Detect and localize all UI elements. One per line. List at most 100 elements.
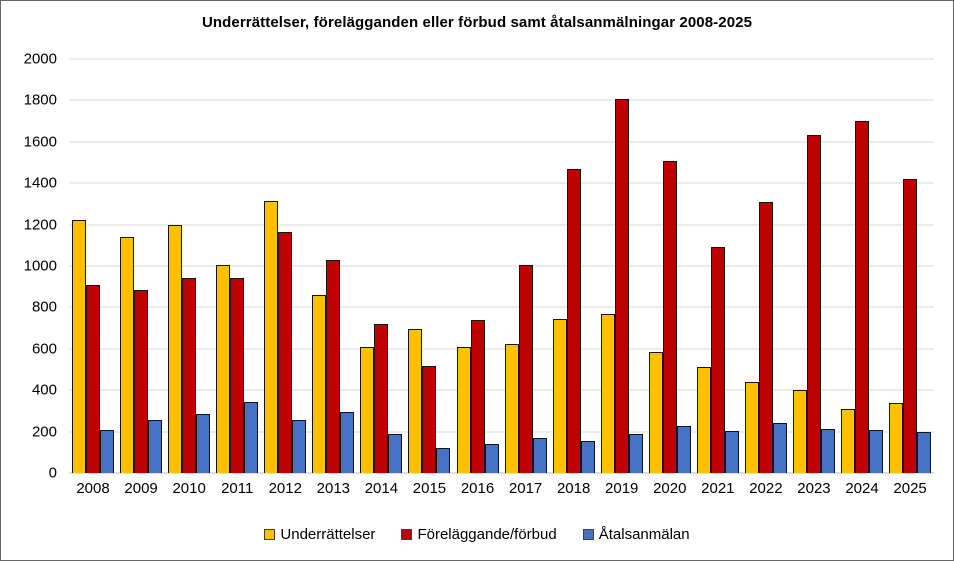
y-axis-tick-label: 800 [31, 298, 57, 316]
y-axis-tick-label: 0 [48, 464, 57, 482]
x-axis-tick-label: 2024 [845, 480, 879, 497]
gridline [69, 306, 934, 308]
y-axis-tick-label: 2000 [23, 50, 57, 68]
y-axis-tick-label: 200 [31, 423, 57, 441]
bar-group-2020 [646, 59, 694, 473]
gridline [69, 265, 934, 267]
bar-talsanm-lan-2022 [772, 423, 787, 473]
y-axis: 0 200 400 600 800 1000 1200 1400 1600 1800 2000 [1, 52, 57, 481]
y-axis-tick-label: 1600 [23, 133, 57, 151]
bar-group-2017 [502, 59, 550, 473]
y-axis-tick-label: 600 [31, 340, 57, 358]
x-axis-line [69, 472, 934, 474]
bar-f-rel-ggande-f-rbud-2016 [470, 319, 485, 473]
y-axis-tick-label: 1400 [23, 174, 57, 192]
legend-label: Föreläggande/förbud [417, 526, 557, 543]
bar-group-2025 [886, 59, 934, 473]
gridline [69, 58, 934, 60]
gridline [69, 141, 934, 143]
bar-f-rel-ggande-f-rbud-2023 [806, 134, 821, 473]
x-axis-tick-label: 2009 [124, 480, 158, 497]
x-axis-tick-label: 2008 [76, 480, 110, 497]
bar-group-2023 [790, 59, 838, 473]
bar-talsanm-lan-2013 [340, 411, 355, 473]
legend: Underrättelser Föreläggande/förbud Åtalsan… [1, 526, 953, 543]
bar-talsanm-lan-2024 [869, 429, 884, 473]
bar-group-2013 [309, 59, 357, 473]
bar-underr-ttelser-2015 [408, 329, 423, 473]
gridline [69, 99, 934, 101]
bar-underr-ttelser-2020 [648, 351, 663, 473]
legend-label: Åtalsanmälan [598, 526, 690, 543]
x-axis-tick-label: 2019 [605, 480, 639, 497]
bar-f-rel-ggande-f-rbud-2015 [422, 366, 437, 473]
gridline [69, 431, 934, 433]
gridline [69, 224, 934, 226]
bar-group-2022 [742, 59, 790, 473]
bar-talsanm-lan-2011 [244, 401, 259, 473]
bar-talsanm-lan-2025 [917, 431, 932, 473]
y-axis-tick-label: 1000 [23, 257, 57, 275]
bar-underr-ttelser-2022 [744, 381, 759, 473]
bar-group-2016 [454, 59, 502, 473]
x-axis-tick-label: 2011 [221, 480, 254, 497]
bar-f-rel-ggande-f-rbud-2018 [566, 168, 581, 473]
bar-talsanm-lan-2021 [724, 430, 739, 473]
bar-underr-ttelser-2008 [72, 220, 87, 473]
bar-f-rel-ggande-f-rbud-2014 [374, 323, 389, 473]
bar-group-2010 [165, 59, 213, 473]
bar-f-rel-ggande-f-rbud-2008 [86, 284, 101, 473]
x-axis-tick-label: 2021 [701, 480, 735, 497]
bar-f-rel-ggande-f-rbud-2021 [710, 247, 725, 473]
bar-talsanm-lan-2023 [820, 428, 835, 473]
bar-group-2012 [261, 59, 309, 473]
bar-group-2008 [69, 59, 117, 473]
bar-group-2011 [213, 59, 261, 473]
x-axis-tick-label: 2016 [460, 480, 495, 497]
bar-f-rel-ggande-f-rbud-2024 [855, 121, 870, 473]
bar-f-rel-ggande-f-rbud-2025 [903, 179, 918, 473]
bar-talsanm-lan-2016 [484, 444, 499, 473]
bar-underr-ttelser-2017 [504, 343, 519, 473]
bar-f-rel-ggande-f-rbud-2012 [278, 231, 293, 473]
y-axis-tick-label: 1200 [23, 216, 57, 234]
gridline [69, 389, 934, 391]
bar-talsanm-lan-2020 [676, 426, 691, 473]
legend-swatch-icon [401, 529, 413, 540]
bar-talsanm-lan-2008 [100, 429, 115, 473]
bar-underr-ttelser-2021 [696, 367, 711, 473]
bar-f-rel-ggande-f-rbud-2013 [326, 259, 341, 473]
bar-f-rel-ggande-f-rbud-2019 [614, 99, 629, 473]
plot-area [69, 58, 934, 474]
bar-underr-ttelser-2013 [312, 294, 327, 473]
x-axis-tick-label: 2013 [316, 480, 351, 497]
bar-underr-ttelser-2025 [889, 402, 904, 473]
bar-talsanm-lan-2012 [292, 420, 307, 473]
bar-talsanm-lan-2018 [580, 440, 595, 473]
bar-talsanm-lan-2009 [148, 420, 163, 473]
x-axis-tick-label: 2025 [893, 480, 927, 497]
bar-group-2019 [598, 59, 646, 473]
bar-talsanm-lan-2019 [628, 433, 643, 473]
bar-underr-ttelser-2011 [216, 264, 231, 473]
bar-f-rel-ggande-f-rbud-2011 [230, 278, 245, 473]
bar-f-rel-ggande-f-rbud-2022 [758, 201, 773, 473]
bars-container [69, 59, 934, 473]
x-axis-tick-label: 2022 [749, 480, 783, 497]
bar-underr-ttelser-2019 [600, 313, 615, 473]
legend-item-talsanm-lan: Åtalsanmälan [582, 526, 690, 543]
legend-label: Underrättelser [280, 526, 376, 543]
bar-f-rel-ggande-f-rbud-2020 [662, 161, 677, 473]
x-axis-tick-label: 2014 [364, 480, 399, 497]
bar-underr-ttelser-2016 [456, 346, 471, 473]
bar-group-2024 [838, 59, 886, 473]
bar-talsanm-lan-2014 [388, 433, 403, 473]
x-axis: 2008 2009 2010 2011 2012 2013 2014 2015 2016 2017… [69, 480, 934, 497]
bar-f-rel-ggande-f-rbud-2009 [134, 289, 149, 473]
bar-talsanm-lan-2010 [196, 414, 211, 473]
gridline [69, 182, 934, 184]
bar-underr-ttelser-2023 [792, 390, 807, 473]
y-axis-tick-label: 400 [31, 381, 57, 399]
x-axis-tick-label: 2012 [268, 480, 302, 497]
